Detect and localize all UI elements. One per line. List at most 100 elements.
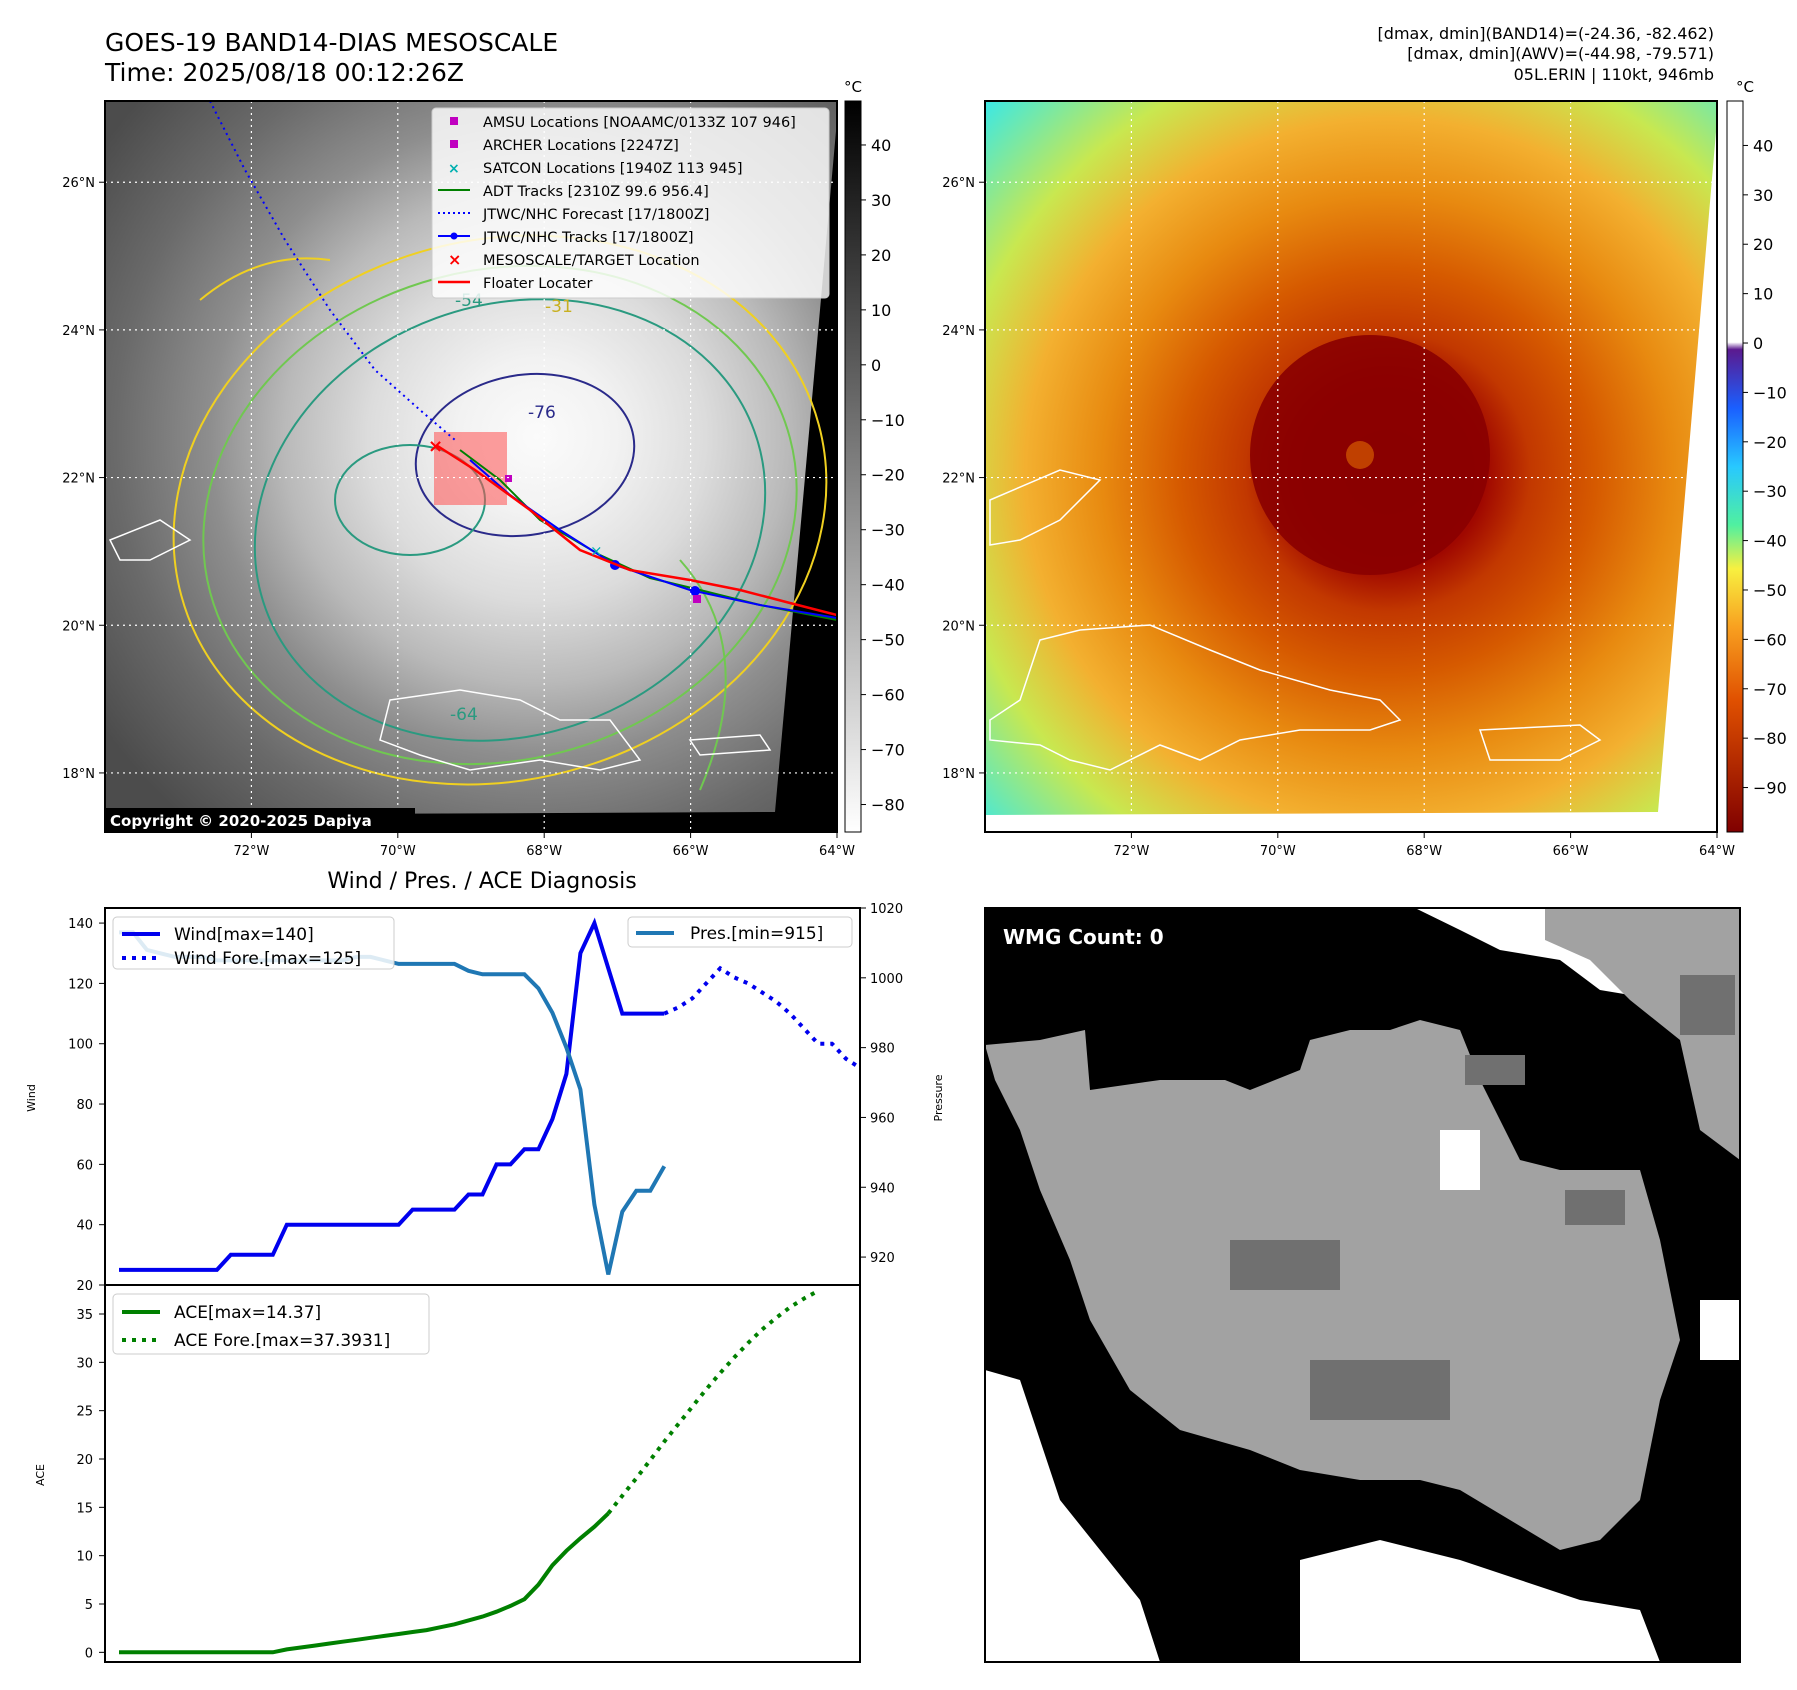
chart1-frame	[104, 907, 861, 1286]
wmg-dark-patch-2	[1310, 1360, 1450, 1420]
contour-yellow-outer	[172, 234, 828, 786]
jtwc-track-point-2	[690, 586, 700, 596]
map-left-lon-labels: 72°W 70°W 68°W 66°W 64°W	[233, 832, 855, 859]
wind-y-tick-label: 20	[76, 1279, 93, 1294]
forecast-track	[209, 101, 456, 441]
colorbar-tick-label: −40	[871, 576, 905, 595]
awv-coast-hispaniola	[989, 624, 1402, 771]
awv-eye	[1346, 441, 1374, 469]
wmg-panel: WMG Count: 0	[984, 907, 1741, 1663]
lat-tick-label: 22°N	[62, 472, 95, 487]
pressure-axis-label: Pressure	[932, 1074, 945, 1121]
colorbar-tick-label: −10	[871, 411, 905, 430]
ace-y-tick-label: 0	[85, 1646, 93, 1661]
colorbar-tick-label: −60	[1753, 630, 1787, 649]
legend-marker-target: ×	[448, 250, 461, 269]
colorbar-tick-label: −90	[1753, 779, 1787, 798]
wmg-dark-patch-4	[1465, 1055, 1525, 1085]
wmg-count-label: WMG Count: 0	[1003, 925, 1164, 949]
wind-y-tick-label: 120	[68, 977, 93, 992]
awv-map-frame	[984, 100, 1718, 833]
pressure-y-tick-label: 940	[870, 1181, 895, 1196]
wmg-dark-patch-1	[1230, 1240, 1340, 1290]
satcon-marker: ×	[590, 542, 603, 560]
colorbar-tick-label: 10	[871, 301, 891, 320]
coast-cuba	[108, 519, 192, 561]
pressure-y-tick-label: 1020	[870, 902, 903, 917]
legend-label-jtwc: JTWC/NHC Tracks [17/1800Z]	[482, 230, 694, 246]
colorbar-tick-label: −20	[871, 466, 905, 485]
amsu-marker	[693, 595, 701, 603]
lat-tick-label: 22°N	[942, 472, 975, 487]
colorbar-right-unit: °C	[1736, 78, 1754, 96]
lat-tick-label: 18°N	[942, 767, 975, 782]
lat-tick-label: 18°N	[62, 767, 95, 782]
pressure-legend-box	[627, 916, 853, 948]
lat-tick-label: 26°N	[942, 176, 975, 191]
pressure-y-tick-label: 1000	[870, 972, 903, 987]
colorbar-tick-label: 0	[1753, 334, 1763, 353]
awv-coastlines	[989, 469, 1602, 771]
stats-awv: [dmax, dmin](AWV)=(-44.98, -79.571)	[1407, 44, 1714, 63]
legend-marker-archer	[450, 140, 458, 148]
legend-labels: AMSU Locations [NOAAMC/0133Z 107 946] AR…	[482, 115, 796, 292]
colorbar-tick-label: 10	[1753, 285, 1773, 304]
lat-tick-label: 20°N	[62, 619, 95, 634]
ace-fore-legend-label: ACE Fore.[max=37.3931]	[174, 1331, 390, 1351]
series-line-0	[119, 917, 665, 1272]
map-gridlines-right	[985, 101, 1717, 832]
lon-tick-label: 70°W	[380, 844, 416, 859]
ace-y-tick-label: 35	[76, 1308, 93, 1323]
wind-fore-legend-label: Wind Fore.[max=125]	[174, 949, 361, 969]
wmg-blocks	[985, 908, 1740, 1662]
awv-coast-cuba	[989, 469, 1102, 546]
wmg-dark-patch-5	[1680, 975, 1735, 1035]
colorbar-tick-label: −80	[871, 796, 905, 815]
colorbar-tick-label: −70	[871, 741, 905, 760]
colorbar-right-ticks: 40 30 20 10 0 −10 −20 −30 −40 −50 −60 −70 −80 −90	[1743, 136, 1787, 798]
lon-tick-label: 64°W	[819, 844, 855, 859]
legend-marker-satcon: ×	[448, 161, 460, 177]
colorbar-tick-label: 20	[871, 246, 891, 265]
lat-tick-label: 24°N	[62, 324, 95, 339]
lon-tick-label: 72°W	[233, 844, 269, 859]
lon-tick-label: 70°W	[1260, 844, 1296, 859]
colorbar-tick-label: −40	[1753, 532, 1787, 551]
wmg-white-region-sw	[985, 1370, 1160, 1662]
legend-box	[431, 107, 830, 299]
colorbar-tick-label: −20	[1753, 433, 1787, 452]
wind-y-tick-label: 40	[76, 1219, 93, 1234]
pressure-legend-label: Pres.[min=915]	[690, 924, 823, 944]
legend-label-archer: ARCHER Locations [2247Z]	[483, 138, 679, 154]
wmg-gray-region-ne	[1545, 908, 1740, 1160]
contour-navy-76	[414, 372, 636, 538]
legend-label-target: MESOSCALE/TARGET Location	[483, 253, 700, 269]
ace-y-tick-label: 20	[76, 1453, 93, 1468]
pressure-y-tick-label: 920	[870, 1251, 895, 1266]
legend-label-adt: ADT Tracks [2310Z 99.6 956.4]	[483, 184, 709, 200]
colorbar-left	[844, 100, 862, 833]
wind-axis-label: Wind	[25, 1084, 38, 1112]
colorbar-tick-label: 40	[871, 136, 891, 155]
stats-storm: 05L.ERIN | 110kt, 946mb	[1513, 65, 1714, 84]
legend-dot-jtwc	[450, 232, 458, 240]
wmg-dark-patch-3	[1565, 1190, 1625, 1225]
lat-tick-label: 26°N	[62, 176, 95, 191]
lon-tick-label: 68°W	[526, 844, 562, 859]
archer-marker	[505, 475, 512, 482]
ace-chart: 0 5 10 15 20 25 30 35 ACE ACE[max=14.37] ACE Fore.…	[34, 1284, 861, 1663]
ace-y-tick-label: 10	[76, 1550, 93, 1565]
wind-y-tick-label: 60	[76, 1158, 93, 1173]
colorbar-tick-label: −60	[871, 686, 905, 705]
copyright-box	[105, 808, 415, 832]
pressure-y-tick-label: 960	[870, 1111, 895, 1126]
diagnosis-title: Wind / Pres. / ACE Diagnosis	[327, 869, 636, 894]
wind-legend-label: Wind[max=140]	[174, 925, 314, 945]
colorbar-tick-label: 0	[871, 356, 881, 375]
ace-axis-label: ACE	[34, 1464, 47, 1486]
lon-tick-label: 66°W	[1553, 844, 1589, 859]
colorbar-left-ticks: 40 30 20 10 0 −10 −20 −30 −40 −50 −60 −70 −80	[861, 136, 905, 815]
colorbar-tick-label: 20	[1753, 235, 1773, 254]
contour-rainband-2	[199, 257, 331, 301]
